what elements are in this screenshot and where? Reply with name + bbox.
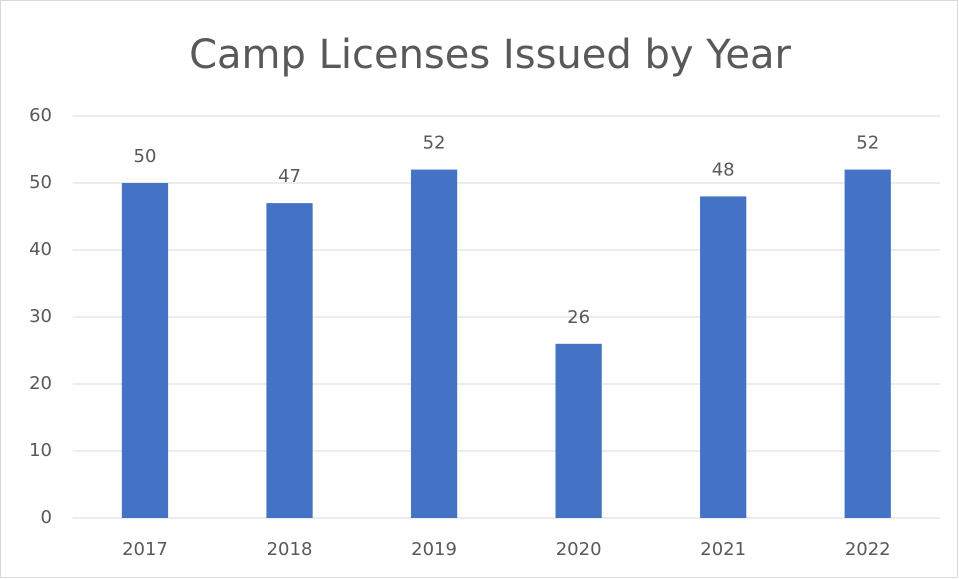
x-tick-label: 2019 [411, 539, 457, 560]
bar [844, 169, 891, 518]
chart-title: Camp Licenses Issued by Year [189, 32, 791, 78]
y-tick-label: 50 [29, 172, 52, 193]
y-tick-label: 10 [29, 440, 52, 461]
y-tick-label: 40 [29, 239, 52, 260]
y-tick-label: 30 [29, 306, 52, 327]
data-label: 47 [278, 166, 301, 187]
y-tick-label: 20 [29, 373, 52, 394]
y-tick-label: 60 [29, 105, 52, 126]
data-label: 26 [567, 307, 590, 328]
x-tick-label: 2022 [845, 539, 891, 560]
bar [266, 203, 313, 518]
data-label: 52 [856, 133, 879, 154]
bar [410, 169, 458, 518]
x-tick-label: 2020 [556, 539, 602, 560]
data-label: 50 [134, 146, 157, 167]
bar [700, 196, 747, 518]
bar [121, 183, 169, 518]
x-tick-label: 2017 [122, 539, 168, 560]
data-label: 52 [423, 133, 446, 154]
y-tick-label: 0 [41, 507, 52, 528]
x-tick-label: 2018 [267, 539, 313, 560]
data-label: 48 [712, 159, 735, 180]
x-tick-label: 2021 [700, 539, 746, 560]
bar [555, 343, 602, 518]
